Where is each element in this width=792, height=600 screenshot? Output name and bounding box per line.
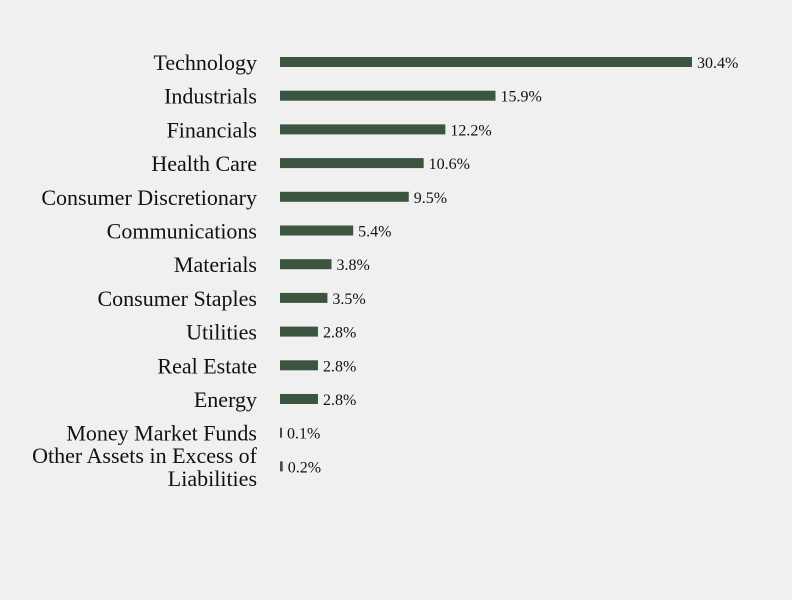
- value-label-consumer-discretionary: 9.5%: [414, 190, 447, 207]
- value-label-real-estate: 2.8%: [323, 358, 356, 375]
- bar-communications: [280, 225, 354, 236]
- value-label-energy: 2.8%: [323, 392, 356, 409]
- value-label-utilities: 2.8%: [323, 325, 356, 342]
- bar-health-care: [280, 158, 424, 169]
- value-label-industrials: 15.9%: [500, 89, 541, 106]
- bar-financials: [280, 124, 446, 135]
- bar-real-estate: [280, 360, 318, 371]
- category-label-utilities: Utilities: [186, 320, 257, 345]
- bar-materials: [280, 259, 332, 270]
- bar-technology: [280, 57, 692, 67]
- value-label-financials: 12.2%: [450, 122, 491, 139]
- category-label-real-estate: Real Estate: [157, 353, 257, 378]
- category-label-other-assets-in-excess-of-liabilities: Other Assets in Excess of Liabilities: [32, 443, 258, 491]
- category-label-financials: Financials: [167, 117, 257, 142]
- category-label-consumer-discretionary: Consumer Discretionary: [41, 185, 257, 210]
- value-label-consumer-staples: 3.5%: [332, 291, 365, 308]
- bar-rows: Technology 30.4% Industrials 15.9% Financial…: [32, 50, 738, 491]
- bar-energy: [280, 394, 318, 404]
- value-label-other-assets-in-excess-of-liabilities: 0.2%: [288, 459, 321, 476]
- category-label-communications: Communications: [107, 219, 257, 244]
- bar-other-assets-in-excess-of-liabilities: [280, 461, 283, 472]
- value-label-materials: 3.8%: [337, 257, 370, 274]
- bar-industrials: [280, 90, 496, 101]
- bar-consumer-discretionary: [280, 191, 409, 202]
- category-label-energy: Energy: [194, 387, 257, 412]
- category-label-money-market-funds: Money Market Funds: [66, 421, 257, 446]
- category-label-materials: Materials: [174, 252, 257, 277]
- category-label-consumer-staples: Consumer Staples: [98, 286, 258, 311]
- value-label-money-market-funds: 0.1%: [287, 426, 320, 443]
- bar-money-market-funds: [280, 427, 282, 438]
- category-label-technology: Technology: [153, 50, 257, 75]
- value-label-communications: 5.4%: [358, 224, 391, 241]
- category-label-industrials: Industrials: [164, 84, 257, 109]
- bar-consumer-staples: [280, 292, 328, 303]
- bar-utilities: [280, 326, 318, 337]
- value-label-technology: 30.4%: [697, 55, 738, 72]
- value-label-health-care: 10.6%: [429, 156, 470, 173]
- category-label-health-care: Health Care: [151, 151, 257, 176]
